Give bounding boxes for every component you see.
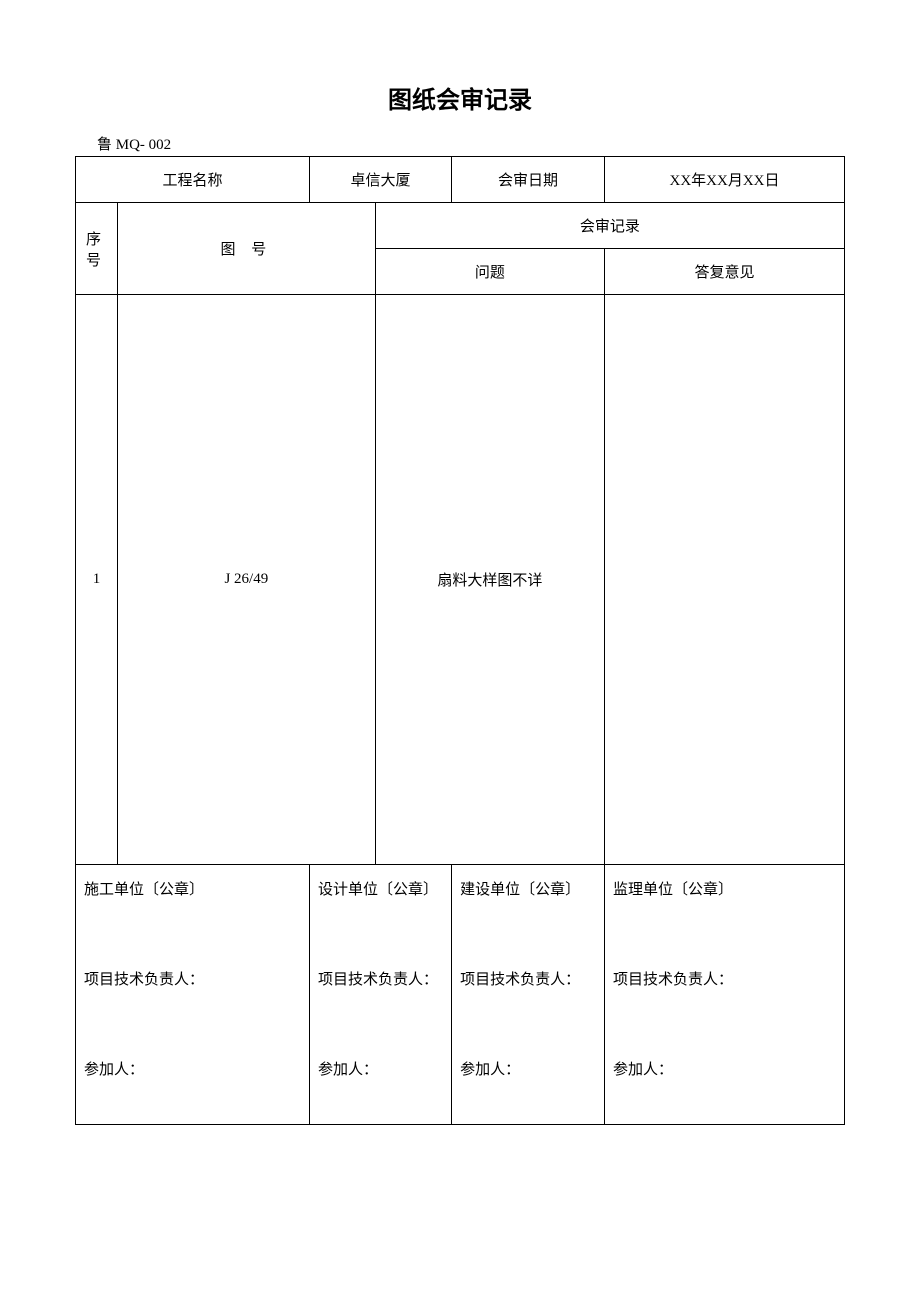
sig-supervision: 监理单位〔公章〕 项目技术负责人： 参加人： (605, 865, 845, 1125)
sig-supervision-unit: 监理单位〔公章〕 (613, 875, 836, 905)
col-reply: 答复意见 (605, 249, 845, 295)
sig-design-techlead: 项目技术负责人： (318, 965, 443, 995)
project-name-label: 工程名称 (76, 157, 310, 203)
col-seq: 序 号 (86, 232, 107, 269)
review-table: 工程名称 卓信大厦 会审日期 XX年XX月XX日 序 号 图 号 会审记录 问题… (75, 156, 845, 1125)
sig-owner: 建设单位〔公章〕 项目技术负责人： 参加人： (452, 865, 605, 1125)
sig-supervision-techlead: 项目技术负责人： (613, 965, 836, 995)
cell-reply (605, 295, 845, 865)
sig-design: 设计单位〔公章〕 项目技术负责人： 参加人： (310, 865, 452, 1125)
sig-owner-techlead: 项目技术负责人： (460, 965, 596, 995)
sig-construction-techlead: 项目技术负责人： (84, 965, 301, 995)
col-drawing-no: 图 号 (220, 242, 272, 258)
document-code: 鲁 MQ- 002 (97, 133, 845, 154)
sig-owner-unit: 建设单位〔公章〕 (460, 875, 596, 905)
project-name-value: 卓信大厦 (310, 157, 452, 203)
sig-construction-unit: 施工单位〔公章〕 (84, 875, 301, 905)
header-row-1: 工程名称 卓信大厦 会审日期 XX年XX月XX日 (76, 157, 845, 203)
sig-design-unit: 设计单位〔公章〕 (318, 875, 443, 905)
sig-construction: 施工单位〔公章〕 项目技术负责人： 参加人： (76, 865, 310, 1125)
sig-construction-participant: 参加人： (84, 1055, 301, 1085)
col-issue: 问题 (375, 249, 604, 295)
review-date-label: 会审日期 (452, 157, 605, 203)
cell-drawing-no: J 26/49 (118, 295, 376, 865)
cell-seq: 1 (76, 295, 118, 865)
sig-owner-participant: 参加人： (460, 1055, 596, 1085)
sig-supervision-participant: 参加人： (613, 1055, 836, 1085)
table-row: 1 J 26/49 扇料大样图不详 (76, 295, 845, 865)
review-date-value: XX年XX月XX日 (605, 157, 845, 203)
page-title: 图纸会审记录 (75, 80, 845, 115)
col-review-record: 会审记录 (375, 203, 844, 249)
sig-design-participant: 参加人： (318, 1055, 443, 1085)
cell-issue: 扇料大样图不详 (375, 295, 604, 865)
header-row-2: 序 号 图 号 会审记录 (76, 203, 845, 249)
signature-row: 施工单位〔公章〕 项目技术负责人： 参加人： 设计单位〔公章〕 项目技术负责人：… (76, 865, 845, 1125)
